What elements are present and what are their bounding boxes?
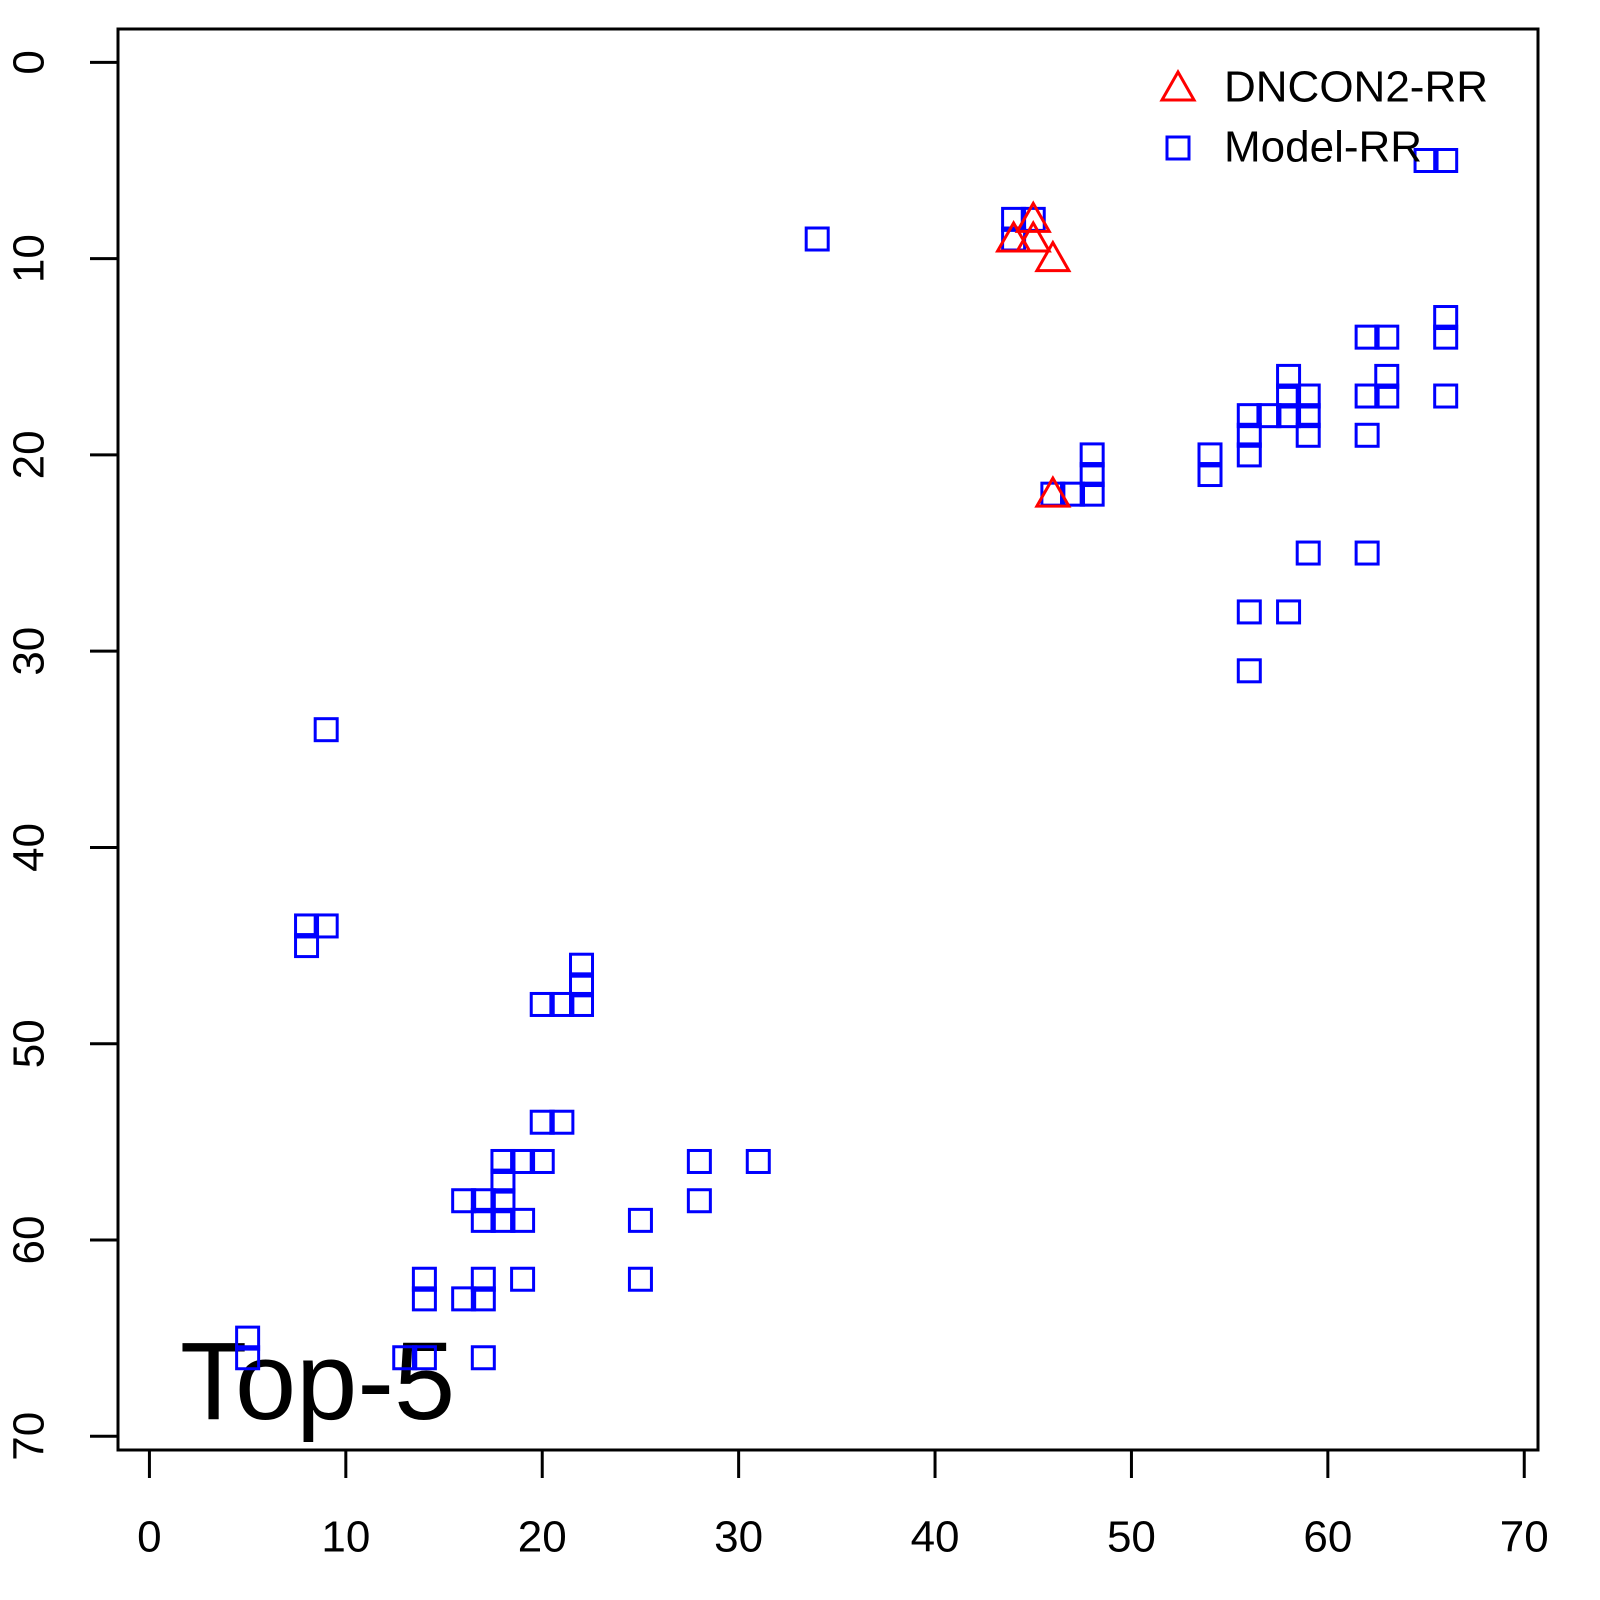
square-marker	[1079, 462, 1105, 488]
square-marker	[804, 226, 830, 252]
square-marker	[294, 933, 320, 959]
y-tick-label: 0	[5, 50, 54, 74]
y-tick-label: 50	[5, 1019, 54, 1068]
square-marker	[1374, 383, 1400, 409]
square-marker	[1256, 403, 1282, 429]
square-marker	[490, 1207, 516, 1233]
triangle-marker	[1014, 219, 1052, 253]
square-marker	[235, 1345, 261, 1371]
legend-label: DNCON2-RR	[1224, 63, 1488, 112]
square-marker	[510, 1207, 536, 1233]
square-marker	[451, 1286, 477, 1312]
square-marker	[411, 1345, 437, 1371]
square-marker	[470, 1266, 496, 1292]
square-marker	[569, 991, 595, 1017]
square-marker	[1276, 383, 1302, 409]
square-marker	[1236, 422, 1262, 448]
square-marker	[451, 1188, 477, 1214]
y-tick-label: 30	[5, 627, 54, 676]
square-marker	[470, 1188, 496, 1214]
square-marker	[1276, 403, 1302, 429]
square-marker	[490, 1188, 516, 1214]
square-marker	[1433, 324, 1459, 350]
x-tick-label: 20	[518, 1513, 567, 1562]
square-marker	[1197, 442, 1223, 468]
legend-marker	[1165, 135, 1191, 161]
square-marker	[510, 1148, 536, 1174]
square-marker	[1374, 363, 1400, 389]
square-marker	[1354, 324, 1380, 350]
x-tick-label: 0	[137, 1513, 161, 1562]
x-tick-label: 50	[1107, 1513, 1156, 1562]
x-tick-label: 60	[1303, 1513, 1352, 1562]
square-marker	[470, 1207, 496, 1233]
square-marker	[411, 1286, 437, 1312]
square-marker	[1433, 148, 1459, 174]
square-marker	[490, 1148, 516, 1174]
square-marker	[1079, 442, 1105, 468]
square-marker	[686, 1148, 712, 1174]
square-marker	[313, 913, 339, 939]
triangle-marker	[1034, 475, 1072, 508]
square-marker	[1413, 148, 1439, 174]
triangle-marker	[995, 219, 1033, 253]
square-marker	[313, 717, 339, 743]
y-tick-label: 60	[5, 1216, 54, 1265]
square-marker	[470, 1286, 496, 1312]
x-tick-label: 70	[1500, 1513, 1549, 1562]
x-tick-label: 40	[911, 1513, 960, 1562]
square-marker	[1295, 403, 1321, 429]
x-tick-label: 10	[321, 1513, 370, 1562]
square-marker	[1374, 324, 1400, 350]
square-marker	[1295, 540, 1321, 566]
annotation: Top-5	[180, 1320, 455, 1443]
square-marker	[1295, 422, 1321, 448]
legend-label: Model-RR	[1224, 123, 1422, 172]
square-marker	[1236, 599, 1262, 625]
square-marker	[627, 1207, 653, 1233]
x-tick-label: 30	[714, 1513, 763, 1562]
y-tick-label: 70	[5, 1412, 54, 1461]
square-marker	[470, 1345, 496, 1371]
square-marker	[1236, 442, 1262, 468]
square-marker	[510, 1266, 536, 1292]
legend-marker	[1159, 68, 1197, 102]
y-tick-label: 10	[5, 234, 54, 283]
square-marker	[1433, 383, 1459, 409]
square-marker	[235, 1325, 261, 1351]
square-marker	[1354, 422, 1380, 448]
square-marker	[745, 1148, 771, 1174]
square-marker	[1236, 658, 1262, 684]
square-marker	[569, 972, 595, 998]
square-marker	[529, 1109, 555, 1135]
square-marker	[529, 991, 555, 1017]
square-marker	[549, 1109, 575, 1135]
square-marker	[1276, 599, 1302, 625]
square-marker	[1236, 403, 1262, 429]
square-marker	[1197, 462, 1223, 488]
square-marker	[686, 1188, 712, 1214]
square-marker	[392, 1345, 418, 1371]
square-marker	[490, 1168, 516, 1194]
triangle-marker	[1034, 239, 1072, 273]
square-marker	[294, 913, 320, 939]
square-marker	[549, 991, 575, 1017]
square-marker	[1354, 540, 1380, 566]
square-marker	[627, 1266, 653, 1292]
triangle-marker	[1014, 200, 1052, 233]
square-marker	[1276, 363, 1302, 389]
square-marker	[569, 952, 595, 978]
y-tick-label: 40	[5, 823, 54, 872]
square-marker	[1079, 481, 1105, 507]
square-marker	[1433, 305, 1459, 331]
square-marker	[529, 1148, 555, 1174]
square-marker	[411, 1266, 437, 1292]
square-marker	[1295, 383, 1321, 409]
y-tick-label: 20	[5, 430, 54, 479]
square-marker	[1354, 383, 1380, 409]
